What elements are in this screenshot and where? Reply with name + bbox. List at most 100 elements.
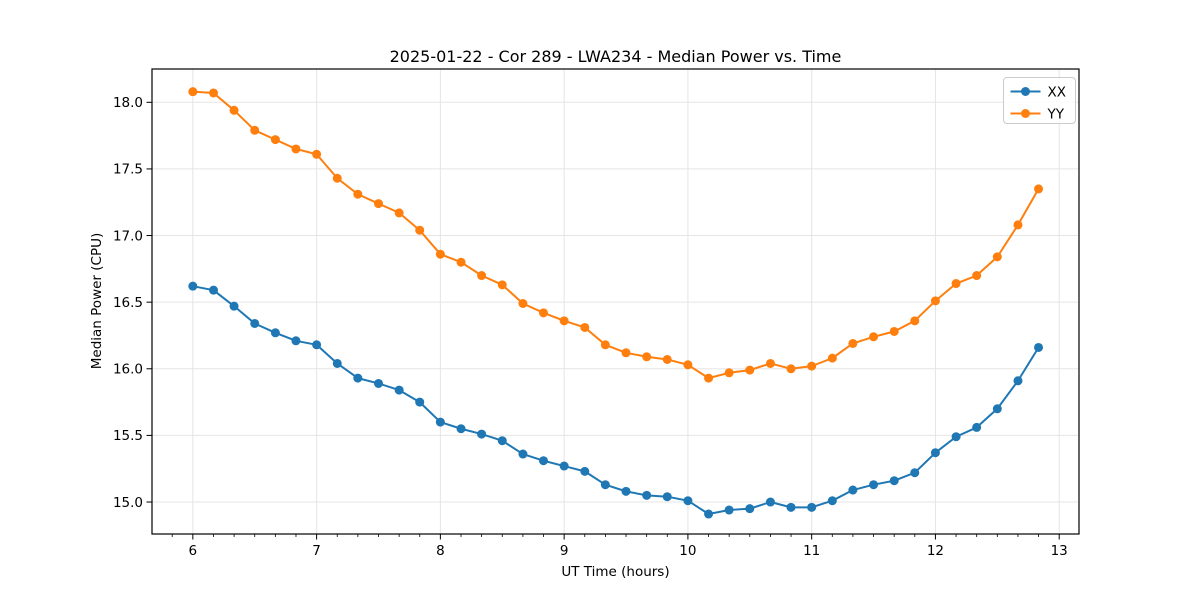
x-tick-label: 9 <box>560 543 569 559</box>
x-tick-label: 7 <box>312 543 321 559</box>
x-tick-label: 10 <box>679 543 696 559</box>
series-yy-marker <box>415 225 425 235</box>
y-tick-label: 18.0 <box>113 95 143 111</box>
series-xx-marker <box>621 486 631 496</box>
series-xx-marker <box>992 404 1002 414</box>
series-xx-marker <box>951 432 961 442</box>
series-yy-marker <box>1013 220 1023 230</box>
series-xx-marker <box>683 496 693 506</box>
chart-title: 2025-01-22 - Cor 289 - LWA234 - Median P… <box>389 47 842 66</box>
series-xx-marker <box>435 417 445 427</box>
series-xx-marker <box>250 318 260 328</box>
series-yy-marker <box>518 298 528 308</box>
series-xx-marker <box>930 448 940 458</box>
series-xx-marker <box>1034 342 1044 352</box>
series-yy-marker <box>435 249 445 259</box>
series-yy-marker <box>642 352 652 362</box>
series-xx-marker <box>332 358 342 368</box>
x-tick-label: 8 <box>436 543 445 559</box>
series-yy-marker <box>910 316 920 326</box>
series-yy-marker <box>683 360 693 370</box>
series-yy-marker <box>992 252 1002 262</box>
series-xx-marker <box>972 422 982 432</box>
series-xx-marker <box>662 492 672 502</box>
series-xx-marker <box>312 340 322 350</box>
series-yy-marker <box>312 149 322 159</box>
series-yy-marker <box>889 326 899 336</box>
series-yy-marker <box>188 87 198 97</box>
series-xx-marker <box>456 424 466 434</box>
series-yy-marker <box>394 208 404 218</box>
y-tick-label: 15.0 <box>113 495 143 511</box>
series-yy-marker <box>807 361 817 371</box>
series-yy-marker <box>786 364 796 374</box>
series-xx-marker <box>704 509 714 519</box>
y-axis-label: Median Power (CPU) <box>89 232 105 370</box>
series-xx-marker <box>188 281 198 291</box>
x-tick-label: 13 <box>1051 543 1068 559</box>
y-tick-label: 16.0 <box>113 362 143 378</box>
series-xx-marker <box>765 497 775 507</box>
series-yy-marker <box>621 348 631 358</box>
series-yy-marker <box>869 332 879 342</box>
legend-xx-marker <box>1021 87 1030 96</box>
series-yy-marker <box>373 199 383 209</box>
series-yy-marker <box>353 189 363 199</box>
axes-spines <box>151 68 1080 535</box>
series-yy-marker <box>538 308 548 318</box>
series-xx-marker <box>353 373 363 383</box>
x-tick-label: 6 <box>189 543 198 559</box>
series-yy-marker <box>559 316 569 326</box>
series-xx-marker <box>910 468 920 478</box>
series-yy-marker <box>745 365 755 375</box>
series-xx-marker <box>518 449 528 459</box>
series-yy-marker <box>291 144 301 154</box>
series-yy-marker <box>724 368 734 378</box>
legend-yy-marker <box>1021 109 1030 118</box>
series-xx-marker <box>497 436 507 446</box>
series-xx-marker <box>270 328 280 338</box>
y-tick-label: 16.5 <box>113 295 143 311</box>
series-xx-marker <box>559 461 569 471</box>
series-xx-marker <box>209 285 219 295</box>
legend-label-xx: XX <box>1048 84 1067 100</box>
series-yy-marker <box>229 105 239 115</box>
series-xx-marker <box>1013 376 1023 386</box>
series-yy-marker <box>951 279 961 289</box>
series-xx-marker <box>477 429 487 439</box>
series-xx-marker <box>394 385 404 395</box>
series-xx-marker <box>807 502 817 512</box>
series-yy-marker <box>250 125 260 135</box>
series-yy-marker <box>497 280 507 290</box>
series-yy-marker <box>662 354 672 364</box>
series-xx-marker <box>724 505 734 515</box>
series-yy-marker <box>270 135 280 145</box>
x-tick-label: 11 <box>803 543 820 559</box>
series-xx-marker <box>745 504 755 514</box>
series-yy-marker <box>456 257 466 267</box>
series-yy-marker <box>600 340 610 350</box>
series-xx-marker <box>600 480 610 490</box>
legend-label-yy: YY <box>1047 106 1065 122</box>
y-tick-label: 15.5 <box>113 428 143 444</box>
series-xx-marker <box>786 502 796 512</box>
y-tick-label: 17.5 <box>113 162 143 178</box>
series-yy-marker <box>1034 184 1044 194</box>
x-axis-label: UT Time (hours) <box>561 564 670 580</box>
series-xx-marker <box>538 456 548 466</box>
series-yy-marker <box>209 88 219 98</box>
series-xx-marker <box>642 490 652 500</box>
series-xx-marker <box>889 476 899 486</box>
series-yy-marker <box>848 338 858 348</box>
y-tick-label: 17.0 <box>113 228 143 244</box>
series-yy-marker <box>477 271 487 281</box>
series-yy-marker <box>930 296 940 306</box>
series-xx-marker <box>291 336 301 346</box>
series-xx-marker <box>229 301 239 311</box>
series-xx-marker <box>848 485 858 495</box>
series-xx-marker <box>373 378 383 388</box>
series-yy-marker <box>972 271 982 281</box>
series-yy-marker <box>765 358 775 368</box>
